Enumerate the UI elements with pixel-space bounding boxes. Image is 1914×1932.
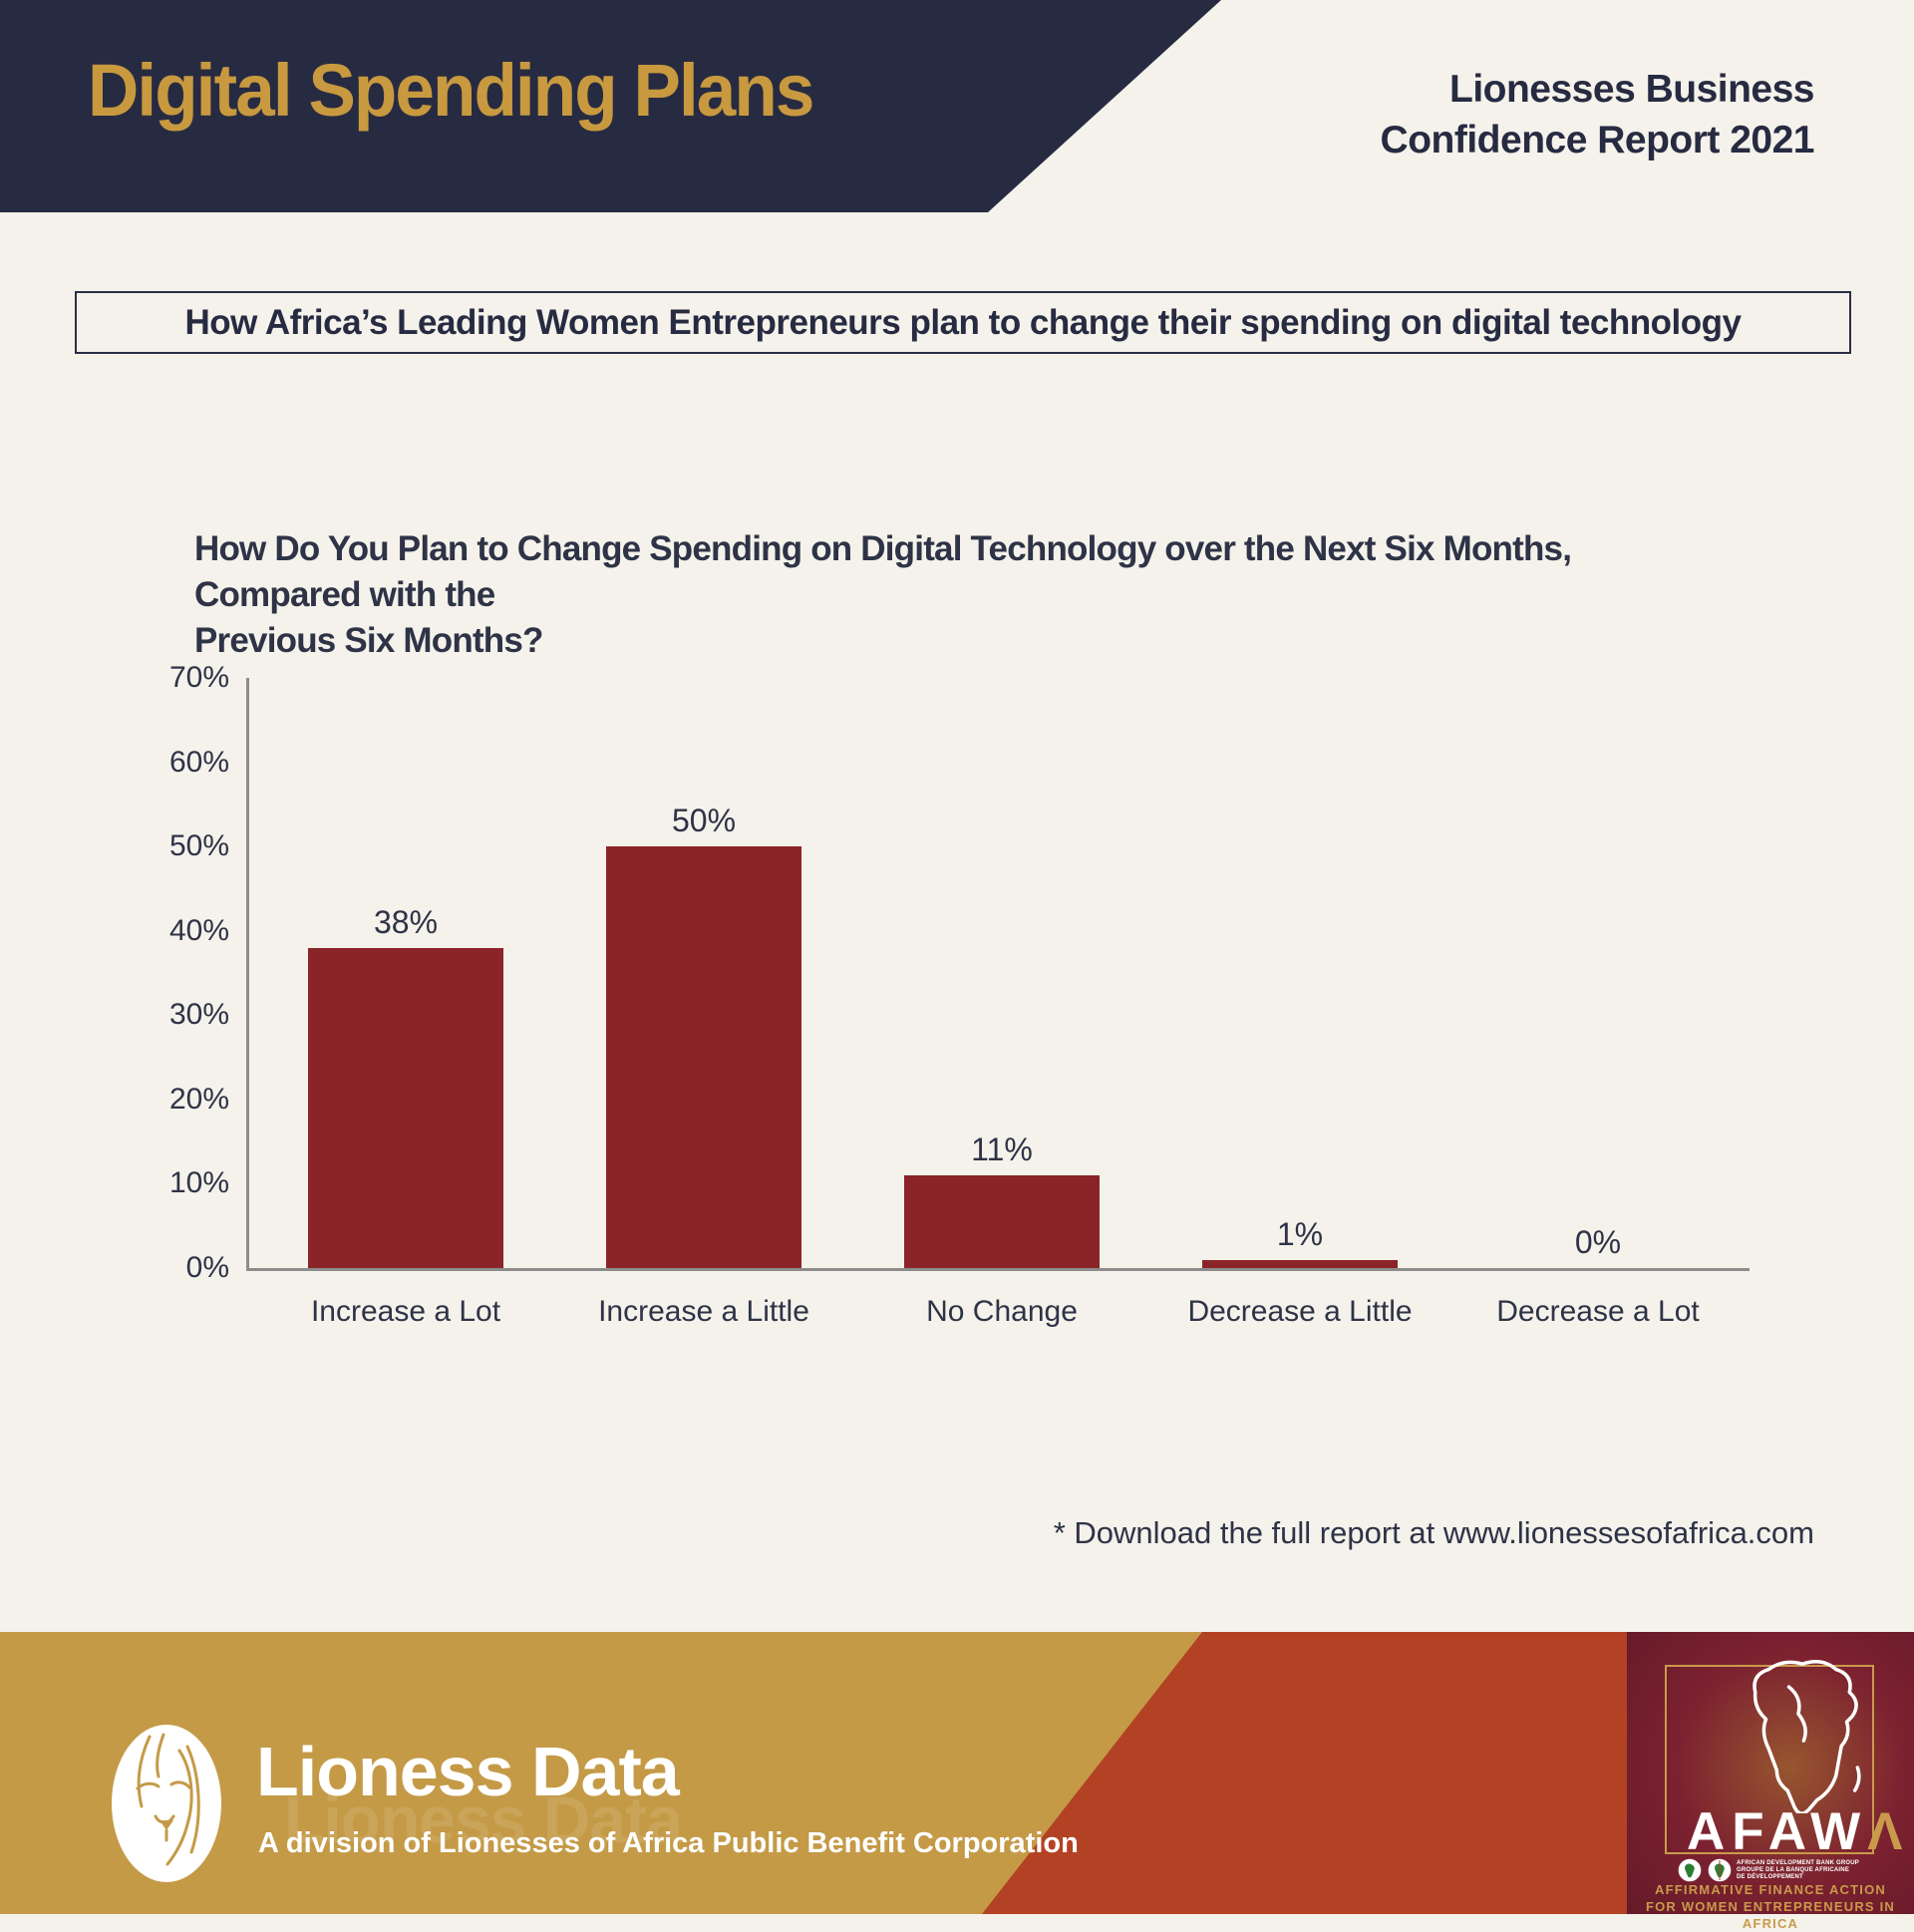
afawa-wordmark: AFAWΛ [1687,1801,1909,1862]
adb-badge-icon [1677,1857,1703,1883]
africa-outline-icon [1753,1659,1861,1813]
brand-watermark: Lioness Data [284,1782,683,1856]
bar-increase-a-little [606,846,801,1268]
chart-title-line1: How Do You Plan to Change Spending on Di… [194,529,1572,614]
y-tick-label: 30% [168,998,229,1032]
page-title: Digital Spending Plans [88,49,814,132]
header-band [0,0,1221,212]
bar-value-label: 1% [1276,1216,1324,1252]
download-note: * Download the full report at www.liones… [1053,1515,1814,1550]
bar-value-label: 0% [1574,1224,1622,1260]
report-name-line1: Lionesses Business [1449,68,1815,111]
afawa-gold-frame [1665,1665,1874,1854]
y-tick-label: 10% [168,1166,229,1200]
brand-subtitle: A division of Lionesses of Africa Public… [258,1827,1079,1859]
y-tick-label: 40% [168,913,229,947]
y-tick-label: 70% [168,661,229,694]
subtitle-box: How Africa’s Leading Women Entrepreneurs… [75,291,1851,354]
bar-value-label: 50% [671,803,737,838]
x-category-label: Increase a Little [598,1295,809,1328]
bar-value-label: 11% [971,1131,1033,1167]
afawa-tagline-line1: AFFIRMATIVE FINANCE ACTION [1655,1882,1886,1897]
subtitle-text: How Africa’s Leading Women Entrepreneurs… [184,302,1742,342]
adb-badge-icon [1707,1857,1733,1883]
bar-no-change [904,1175,1100,1268]
footer-band: Lioness Data Lioness Data A division of … [0,1632,1914,1931]
report-name: Lionesses Business Confidence Report 202… [1380,64,1815,165]
bar-value-label: 38% [373,904,439,940]
bar-chart-plot-area: 0% 10% 20% 30% 40% 50% 60% 70% 38% Increase a Lot… [169,661,1750,1328]
y-tick-label: 60% [168,745,229,779]
bar-increase-a-lot [308,948,503,1268]
report-name-line2: Confidence Report 2021 [1380,119,1815,161]
chart-title: How Do You Plan to Change Spending on Di… [194,526,1690,664]
afawa-tagline-line2: FOR WOMEN ENTREPRENEURS IN AFRICA [1645,1899,1896,1931]
x-category-label: Decrease a Little [1187,1295,1413,1328]
chart-title-line2: Previous Six Months? [194,621,543,660]
y-axis-line [246,678,249,1271]
bar-decrease-a-little [1202,1260,1398,1268]
adb-logo-row: AFRICAN DEVELOPMENT BANK GROUP GROUPE DE… [1677,1855,1859,1885]
afawa-wordmark-gold: Λ [1867,1802,1910,1861]
brand-name: Lioness Data [256,1733,680,1810]
afawa-tagline: AFFIRMATIVE FINANCE ACTION FOR WOMEN ENT… [1627,1881,1914,1932]
x-axis-line [246,1268,1750,1271]
x-category-label: Increase a Lot [310,1295,501,1328]
x-category-label: No Change [926,1295,1078,1328]
y-tick-label: 50% [168,829,229,863]
adb-text: AFRICAN DEVELOPMENT BANK GROUP GROUPE DE… [1737,1859,1860,1880]
y-tick-label: 20% [168,1082,229,1116]
x-category-label: Decrease a Lot [1496,1295,1700,1328]
lioness-logo-icon [112,1725,221,1882]
y-tick-label: 0% [185,1251,229,1284]
afawa-panel: AFAWΛ AFRICAN DEVELOPMENT BANK GROUP GRO… [1627,1632,1914,1931]
afawa-wordmark-white: AFAW [1687,1802,1868,1861]
